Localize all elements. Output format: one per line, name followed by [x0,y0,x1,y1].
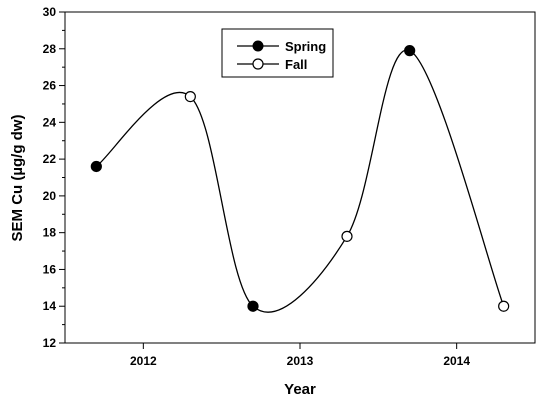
legend-marker-spring [252,40,264,52]
legend-marker-fall [252,58,264,70]
x-axis-ticks: 2012 2013 2014 [130,343,470,368]
y-tick-label: 14 [43,299,57,313]
x-tick-label: 2012 [130,354,157,368]
y-tick-label: 30 [43,5,57,19]
spring-point [404,45,416,57]
y-tick-label: 18 [43,226,57,240]
legend-box [221,28,334,78]
fall-point [184,90,196,103]
legend-label-spring: Spring [285,39,326,54]
series-curve [95,49,505,313]
y-tick-label: 16 [43,262,57,276]
fall-point [498,300,510,312]
x-axis-title: Year [284,381,316,398]
y-tick-label: 22 [43,152,57,166]
spring-point [90,160,102,173]
y-axis-title: SEM Cu (µg/g dw) [9,115,26,242]
legend: Spring Fall [221,28,334,78]
spring-point [247,300,259,312]
y-axis-ticks: 12 14 16 18 20 22 24 26 28 30 [43,5,65,350]
y-tick-label: 20 [43,189,57,203]
y-tick-label: 24 [43,115,57,129]
y-tick-label: 28 [43,42,57,56]
y-tick-label: 12 [43,336,57,350]
legend-label-fall: Fall [285,57,307,72]
y-tick-label: 26 [43,79,57,93]
x-tick-label: 2013 [287,354,314,368]
x-tick-label: 2014 [443,354,470,368]
data-points [90,45,510,312]
fall-point [341,230,353,242]
